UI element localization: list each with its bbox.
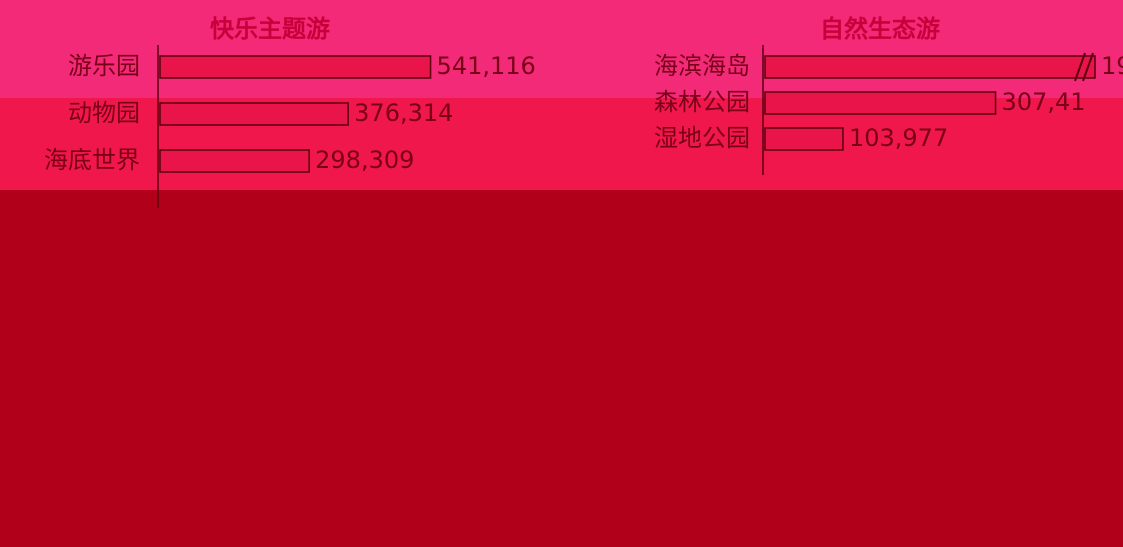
value-label: 103,977: [849, 124, 948, 152]
bar: [764, 127, 844, 151]
category-label: 动物园: [68, 99, 140, 127]
axis-break: [1082, 52, 1094, 82]
value-label: 541,116: [437, 52, 536, 80]
chart-title: 快乐主题游: [210, 15, 330, 43]
bar: [159, 102, 349, 126]
value-label: 1938,07: [1101, 52, 1123, 80]
axis-break: [1074, 52, 1086, 82]
value-label: 376,314: [354, 99, 453, 127]
chart-title: 自然生态游: [820, 15, 940, 43]
category-label: 游乐园: [68, 52, 140, 80]
category-label: 海底世界: [44, 146, 140, 174]
bar: [159, 55, 432, 79]
bar: [764, 91, 997, 115]
bar: [764, 55, 1096, 79]
category-label: 海滨海岛: [654, 52, 750, 80]
background-band: [0, 0, 1123, 98]
category-label: 森林公园: [654, 88, 750, 116]
value-label: 307,41: [1002, 88, 1086, 116]
bar: [159, 149, 310, 173]
value-label: 298,309: [315, 146, 414, 174]
category-label: 湿地公园: [654, 124, 750, 152]
